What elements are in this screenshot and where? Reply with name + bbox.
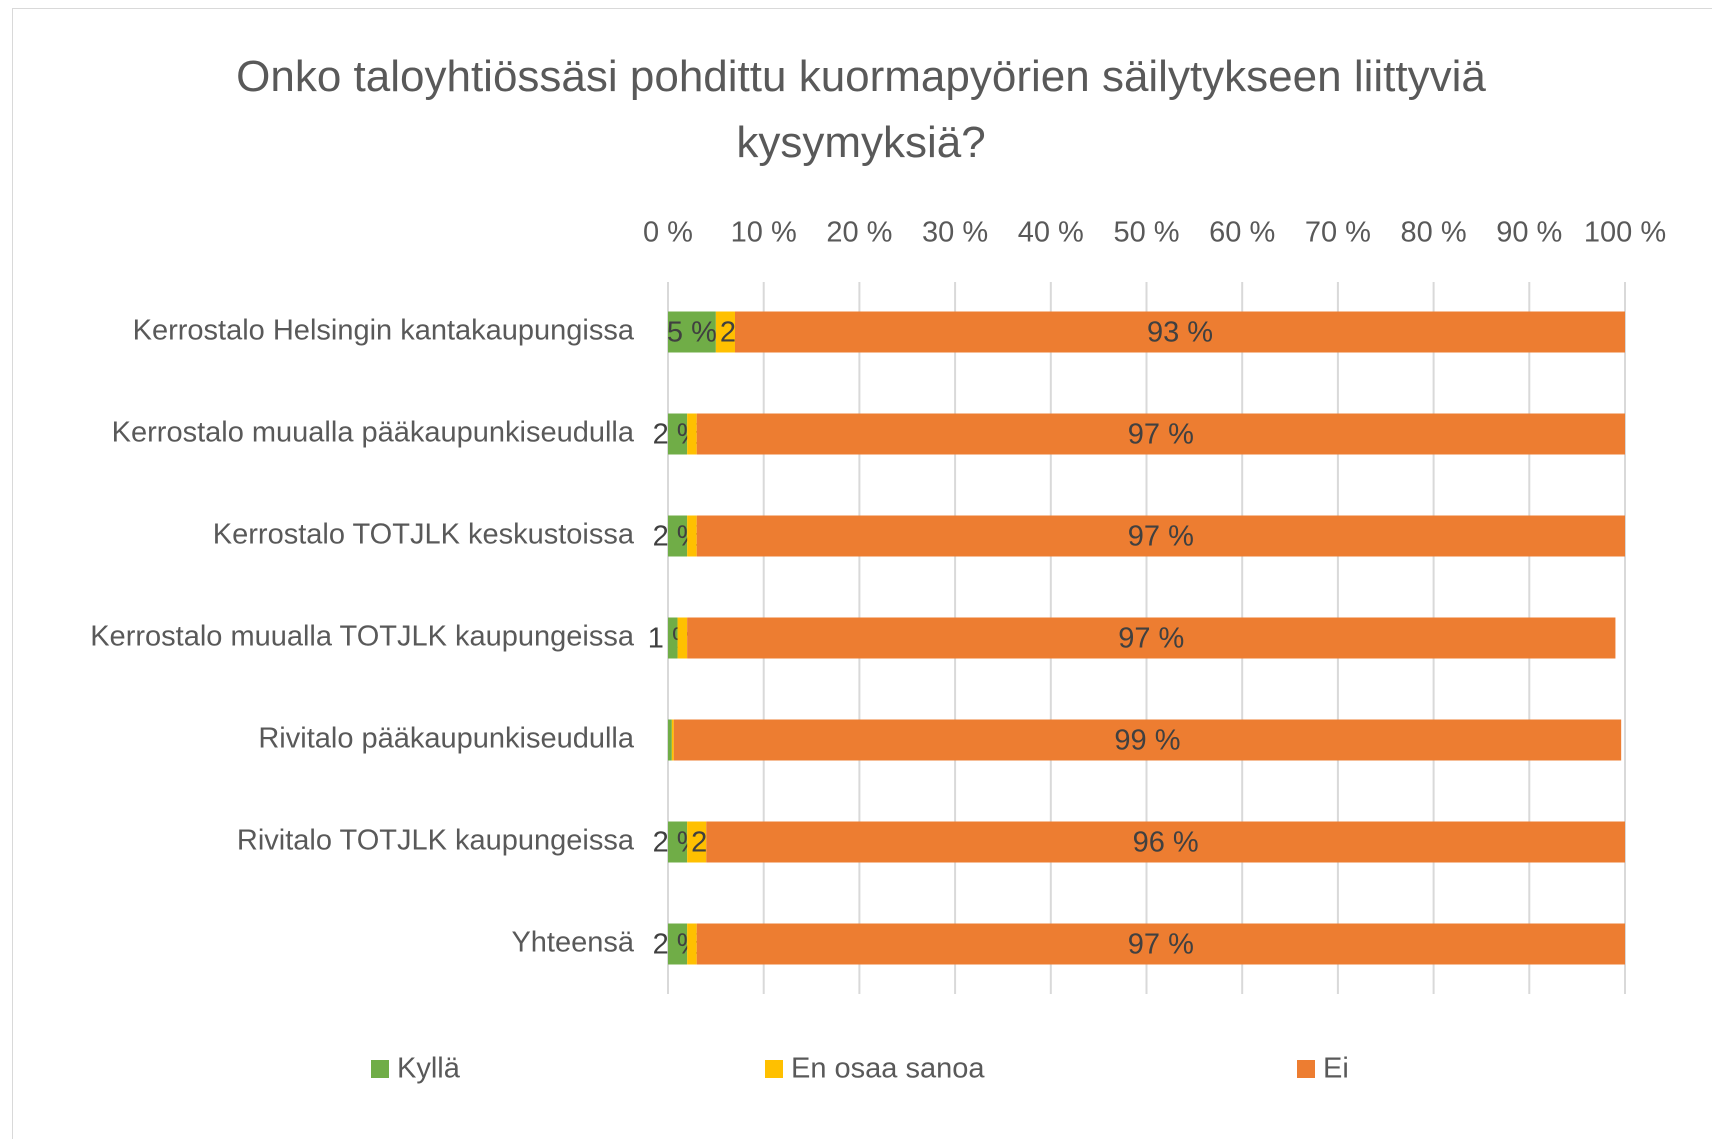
legend-label: Kyllä	[397, 1053, 461, 1085]
x-tick-label: 20 %	[826, 217, 892, 249]
bar-segment	[668, 719, 672, 761]
bar-segment	[715, 311, 735, 353]
x-tick-label: 0 %	[643, 217, 693, 249]
y-tick-label: Rivitalo TOTJLK kaupungeissa	[237, 825, 635, 857]
data-label: 97 %	[1128, 419, 1194, 451]
x-tick-label: 90 %	[1496, 217, 1562, 249]
data-label: 99 %	[1114, 725, 1180, 757]
y-tick-label: Kerrostalo TOTJLK keskustoissa	[213, 519, 635, 551]
bar-segment	[668, 413, 688, 455]
chart-title: Onko taloyhtiössäsi pohdittu kuormapyöri…	[236, 52, 1486, 167]
chart-frame	[12, 8, 1712, 1139]
bar-segment	[696, 923, 1625, 965]
legend-swatch	[371, 1060, 389, 1078]
bar-segment	[671, 719, 674, 761]
bar-segment	[677, 617, 688, 659]
bar-segment	[734, 311, 1625, 353]
bar-segment	[668, 821, 688, 863]
bar-segment	[673, 719, 1622, 761]
y-tick-label: Yhteensä	[511, 927, 634, 959]
bar-segment	[668, 311, 716, 353]
x-tick-label: 100 %	[1584, 217, 1666, 249]
bar-segment	[696, 413, 1625, 455]
y-tick-label: Kerrostalo muualla TOTJLK kaupungeissa	[90, 621, 635, 653]
data-label: 97 %	[1128, 929, 1194, 961]
legend-swatch	[765, 1060, 783, 1078]
data-label: 97 %	[1118, 623, 1184, 655]
bar-segment	[668, 923, 688, 965]
data-label: 93 %	[1147, 317, 1213, 349]
y-tick-label: Rivitalo pääkaupunkiseudulla	[258, 723, 635, 755]
bar-segment	[687, 821, 707, 863]
bar-segment	[687, 923, 697, 965]
x-tick-label: 30 %	[922, 217, 988, 249]
x-tick-label: 50 %	[1113, 217, 1179, 249]
data-label: 5 %	[667, 317, 717, 349]
x-tick-label: 40 %	[1018, 217, 1084, 249]
bar-segment	[687, 617, 1616, 659]
data-label: 97 %	[1128, 521, 1194, 553]
legend-swatch	[1297, 1060, 1315, 1078]
x-tick-label: 10 %	[731, 217, 797, 249]
bar-segment	[687, 515, 697, 557]
bar-segment	[696, 515, 1625, 557]
x-tick-label: 60 %	[1209, 217, 1275, 249]
legend-label: En osaa sanoa	[791, 1053, 985, 1085]
x-tick-label: 80 %	[1401, 217, 1467, 249]
legend-label: Ei	[1323, 1053, 1349, 1085]
data-label: 96 %	[1133, 827, 1199, 859]
bar-segment	[668, 617, 678, 659]
bar-segment	[668, 515, 688, 557]
x-tick-label: 70 %	[1305, 217, 1371, 249]
y-tick-label: Kerrostalo muualla pääkaupunkiseudulla	[112, 417, 635, 449]
y-tick-label: Kerrostalo Helsingin kantakaupungissa	[133, 315, 635, 347]
bar-segment	[687, 413, 697, 455]
bar-segment	[706, 821, 1625, 863]
